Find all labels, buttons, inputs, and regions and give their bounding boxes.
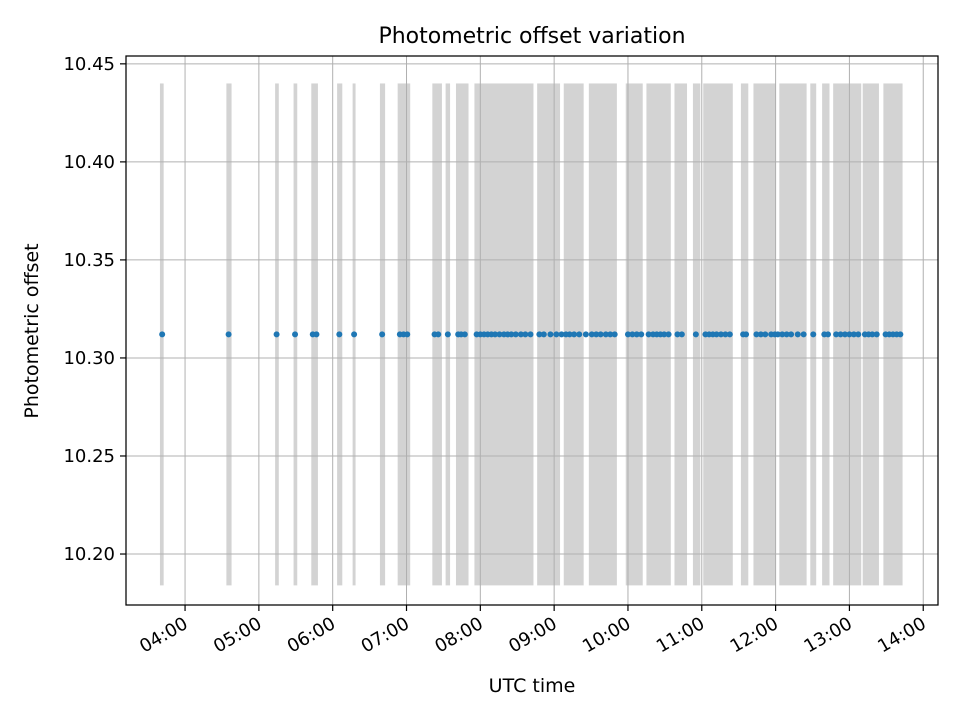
data-point [517,331,524,338]
data-point [225,331,232,338]
data-point [611,331,618,338]
data-point [794,331,801,338]
data-point [336,331,343,338]
data-point [678,331,685,338]
x-tick-label: 11:00 [653,613,708,657]
data-point [762,331,769,338]
data-point [159,331,166,338]
data-point [547,331,554,338]
data-point [629,331,636,338]
data-point [674,331,681,338]
data-point [527,331,534,338]
x-tick-label: 13:00 [800,613,855,657]
data-point [508,331,515,338]
data-point [607,331,614,338]
data-point [825,331,832,338]
y-tick-label: 10.45 [63,54,115,75]
data-point [638,331,645,338]
y-tick-label: 10.40 [63,152,115,173]
data-point [597,331,604,338]
x-tick-label: 06:00 [284,613,339,657]
data-point [292,331,299,338]
data-point [576,331,583,338]
data-point [841,331,848,338]
data-point [726,331,733,338]
x-tick-label: 08:00 [431,613,486,657]
data-point [571,331,578,338]
x-tick-label: 10:00 [579,613,634,657]
data-point [783,331,790,338]
data-point [540,331,547,338]
x-axis-label: UTC time [489,675,576,697]
data-point [774,331,781,338]
data-point [593,331,600,338]
data-point [846,331,853,338]
data-point [273,331,280,338]
data-point [661,331,668,338]
data-point [536,331,543,338]
y-tick-label: 10.25 [63,446,115,467]
data-point [810,331,817,338]
x-tick-label: 12:00 [727,613,782,657]
y-tick-label: 10.35 [63,250,115,271]
data-point [850,331,857,338]
data-point [757,331,764,338]
data-point [522,331,529,338]
data-point [435,331,442,338]
data-point [558,331,565,338]
data-point [837,331,844,338]
grid [126,56,938,605]
data-point [869,331,876,338]
x-axis-ticks: 04:00 05:00 06:00 07:00 08:00 09:00 10:00 11:00… [136,605,930,657]
x-tick-label: 14:00 [874,613,929,657]
data-point [833,331,840,338]
data-point [800,331,807,338]
data-point [313,331,320,338]
y-axis-ticks: 10.20 10.25 10.30 10.35 10.40 10.45 [63,54,126,565]
data-point [351,331,358,338]
y-tick-label: 10.30 [63,348,115,369]
data-point [897,331,904,338]
data-point [404,331,411,338]
data-point [582,331,589,338]
data-point [512,331,519,338]
data-point [624,331,631,338]
data-point [713,331,720,338]
data-points [159,331,904,338]
data-point [602,331,609,338]
data-point [553,331,560,338]
data-point [692,331,699,338]
data-point [743,331,750,338]
data-point [496,331,503,338]
data-point [717,331,724,338]
chart-title: Photometric offset variation [378,24,685,49]
data-point [788,331,795,338]
x-tick-label: 04:00 [136,613,191,657]
data-point [492,331,499,338]
y-tick-label: 10.20 [63,544,115,565]
data-point [753,331,760,338]
data-point [779,331,786,338]
data-point [722,331,729,338]
x-tick-label: 05:00 [210,613,265,657]
data-point [855,331,862,338]
data-point [444,331,451,338]
x-tick-label: 07:00 [358,613,413,657]
y-axis-label: Photometric offset [21,243,43,418]
data-point [379,331,386,338]
data-point [461,331,468,338]
data-point [645,331,652,338]
plot-frame [125,55,939,606]
data-point [566,331,573,338]
data-point [873,331,880,338]
data-point [588,331,595,338]
data-point [665,331,672,338]
data-point [633,331,640,338]
x-tick-label: 09:00 [505,613,560,657]
